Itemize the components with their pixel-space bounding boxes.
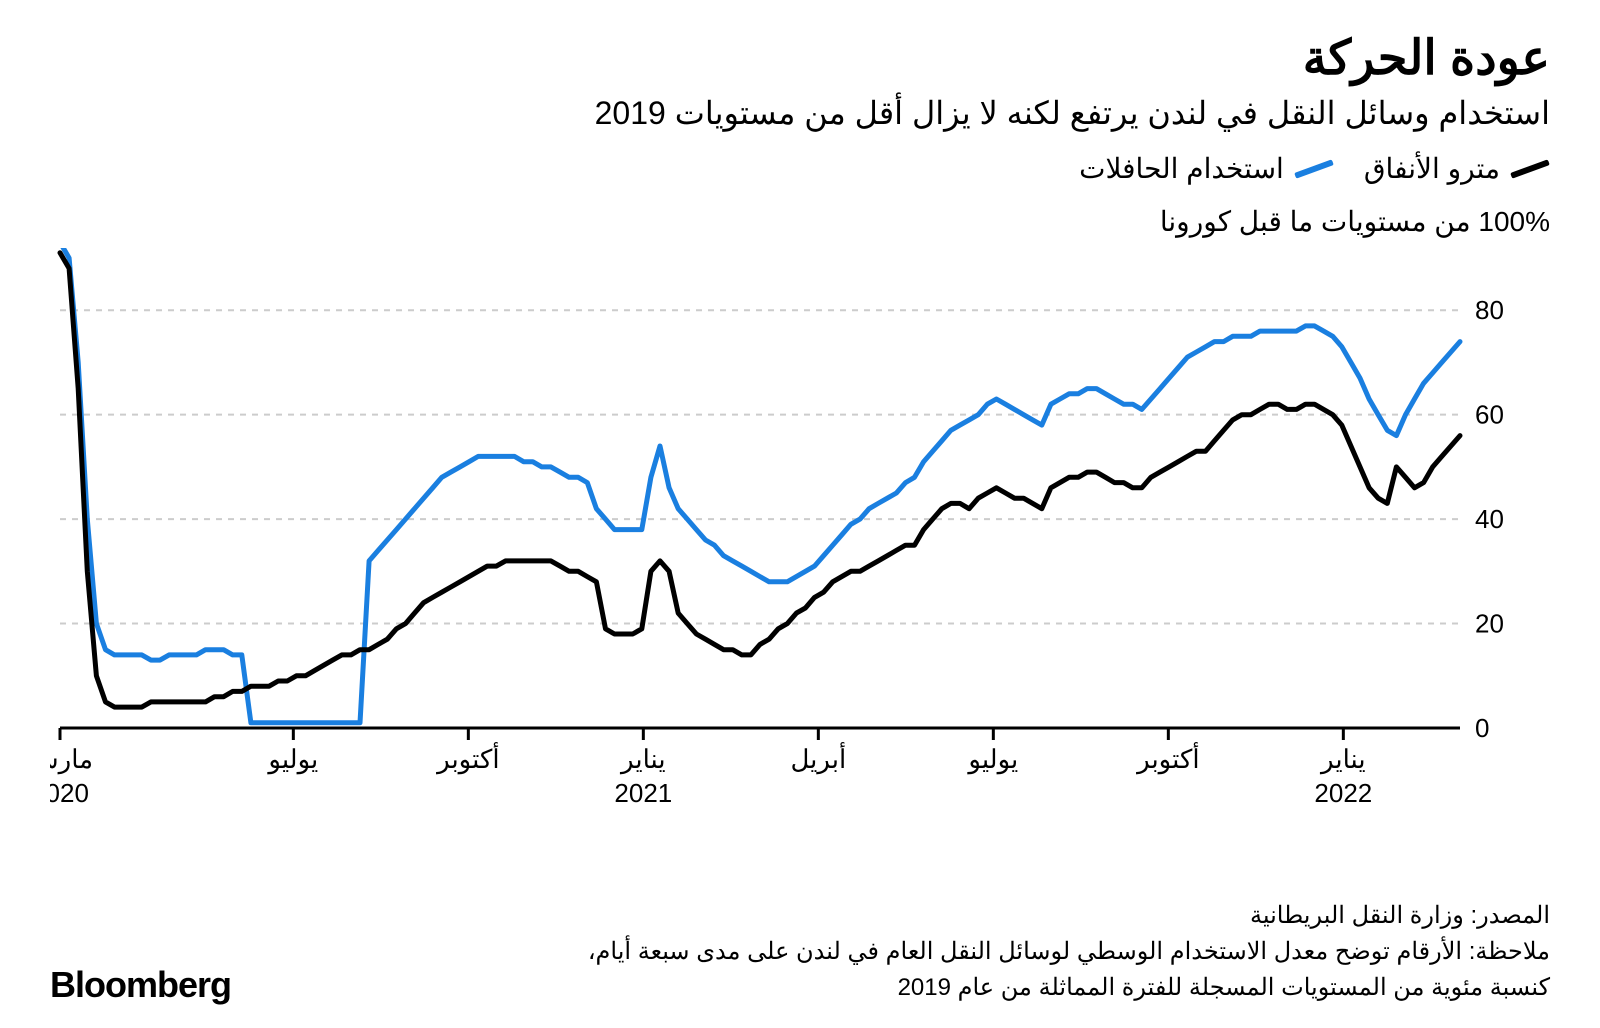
x-tick-year: 2020 — [50, 778, 89, 808]
y-axis-value: 100 — [1478, 206, 1525, 237]
legend-swatch-tube — [1510, 159, 1550, 178]
legend-label-bus: استخدام الحافلات — [1079, 152, 1284, 185]
y-tick-label: 40 — [1475, 504, 1504, 534]
source-text: المصدر: وزارة النقل البريطانية — [588, 898, 1550, 934]
chart-area: 020406080مارس2020يوليوأكتوبريناير2021أبر… — [50, 248, 1550, 808]
x-tick-month: يوليو — [966, 744, 1018, 775]
y-axis-title: 100% من مستويات ما قبل كورونا — [50, 205, 1550, 238]
line-series-tube — [60, 253, 1460, 707]
x-tick-month: أبريل — [790, 741, 846, 775]
note-line1: ملاحظة: الأرقام توضح معدل الاستخدام الوس… — [588, 934, 1550, 970]
footer: المصدر: وزارة النقل البريطانية ملاحظة: ا… — [50, 898, 1550, 1006]
legend-item-tube: مترو الأنفاق — [1364, 152, 1550, 185]
x-tick-year: 2021 — [614, 778, 672, 808]
x-tick-month: يناير — [1319, 744, 1366, 775]
chart-svg: 020406080مارس2020يوليوأكتوبريناير2021أبر… — [50, 248, 1550, 808]
chart-subtitle: استخدام وسائل النقل في لندن يرتفع لكنه ل… — [50, 94, 1550, 132]
y-tick-label: 20 — [1475, 609, 1504, 639]
line-series-bus — [60, 248, 1460, 723]
footer-text: المصدر: وزارة النقل البريطانية ملاحظة: ا… — [588, 898, 1550, 1006]
legend-label-tube: مترو الأنفاق — [1364, 152, 1500, 185]
brand-logo: Bloomberg — [50, 964, 231, 1006]
legend-item-bus: استخدام الحافلات — [1079, 152, 1334, 185]
x-tick-month: يناير — [619, 744, 666, 775]
legend-swatch-bus — [1294, 159, 1334, 178]
y-tick-label: 60 — [1475, 400, 1504, 430]
y-tick-label: 80 — [1475, 295, 1504, 325]
legend: مترو الأنفاق استخدام الحافلات — [50, 152, 1550, 185]
y-tick-label: 0 — [1475, 713, 1489, 743]
note-line2: كنسبة مئوية من المستويات المسجلة للفترة … — [588, 970, 1550, 1006]
x-tick-year: 2022 — [1314, 778, 1372, 808]
x-tick-month: أكتوبر — [435, 741, 499, 775]
x-tick-month: مارس — [50, 744, 93, 775]
x-tick-month: يوليو — [266, 744, 318, 775]
chart-title: عودة الحركة — [50, 30, 1550, 86]
x-tick-month: أكتوبر — [1135, 741, 1199, 775]
